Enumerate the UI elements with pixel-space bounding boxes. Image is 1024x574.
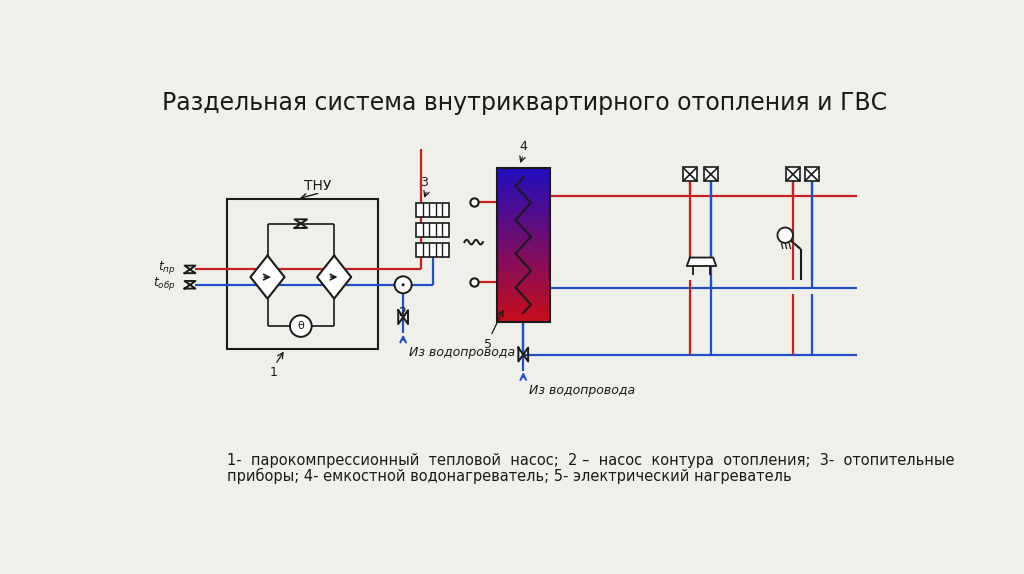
Text: 4: 4 — [519, 140, 527, 153]
Bar — [417, 243, 449, 257]
Bar — [497, 243, 550, 245]
Bar — [497, 230, 550, 232]
Bar — [497, 191, 550, 194]
Bar — [497, 219, 550, 222]
Bar — [497, 207, 550, 210]
Polygon shape — [251, 255, 285, 298]
Text: $t_{пр}$: $t_{пр}$ — [159, 259, 176, 276]
Text: Из водопровода: Из водопровода — [529, 384, 636, 397]
Bar — [786, 168, 800, 181]
Bar — [497, 266, 550, 268]
Text: ТНУ: ТНУ — [304, 179, 332, 193]
Bar — [497, 309, 550, 312]
Bar — [497, 238, 550, 240]
Bar — [805, 168, 818, 181]
Bar — [497, 179, 550, 181]
Bar — [497, 201, 550, 204]
Bar — [497, 210, 550, 212]
Text: Раздельная система внутриквартирного отопления и ГВС: Раздельная система внутриквартирного ото… — [162, 91, 888, 115]
Bar — [497, 253, 550, 255]
Bar — [497, 199, 550, 201]
Bar — [497, 250, 550, 253]
Bar — [497, 248, 550, 250]
Bar — [497, 315, 550, 317]
Bar — [497, 212, 550, 215]
Bar — [497, 278, 550, 281]
Text: 1: 1 — [269, 366, 278, 379]
Bar — [497, 171, 550, 173]
Bar — [497, 235, 550, 238]
Bar — [497, 181, 550, 184]
Circle shape — [777, 227, 793, 243]
Text: Из водопровода: Из водопровода — [410, 346, 515, 359]
Bar — [703, 168, 718, 181]
Bar — [497, 263, 550, 266]
Bar — [497, 286, 550, 289]
Text: $t_{обр}$: $t_{обр}$ — [154, 275, 176, 292]
Circle shape — [401, 283, 404, 286]
Bar — [497, 268, 550, 271]
Text: 3: 3 — [420, 176, 428, 189]
Text: 5: 5 — [483, 338, 492, 351]
Bar — [497, 302, 550, 304]
Bar — [497, 168, 550, 171]
Bar — [497, 204, 550, 207]
Bar — [497, 176, 550, 179]
Bar — [497, 196, 550, 199]
Bar — [497, 224, 550, 227]
Bar — [497, 168, 550, 322]
Bar — [497, 222, 550, 224]
Bar — [497, 284, 550, 286]
Bar — [417, 223, 449, 236]
Bar — [497, 186, 550, 189]
Bar — [497, 240, 550, 243]
Bar — [497, 294, 550, 297]
Bar — [497, 276, 550, 278]
Bar — [497, 307, 550, 309]
Bar — [497, 320, 550, 322]
Bar — [497, 217, 550, 219]
Text: приборы; 4- емкостной водонагреватель; 5- электрический нагреватель: приборы; 4- емкостной водонагреватель; 5… — [227, 468, 792, 484]
Bar — [497, 281, 550, 284]
Bar — [497, 189, 550, 191]
Bar — [497, 299, 550, 302]
Bar — [497, 215, 550, 217]
Text: 1-  парокомпрессионный  тепловой  насос;  2 –  насос  контура  отопления;  3-  о: 1- парокомпрессионный тепловой насос; 2 … — [227, 453, 954, 468]
Bar — [497, 255, 550, 258]
Circle shape — [290, 315, 311, 337]
Bar — [497, 273, 550, 276]
Bar — [497, 245, 550, 248]
Bar — [497, 317, 550, 320]
Bar — [497, 261, 550, 263]
Bar — [497, 312, 550, 315]
Bar — [417, 203, 449, 217]
Bar — [497, 173, 550, 176]
Text: 2: 2 — [397, 307, 406, 319]
Bar — [683, 168, 697, 181]
Circle shape — [394, 276, 412, 293]
Bar — [497, 292, 550, 294]
Bar — [497, 184, 550, 186]
Bar — [497, 258, 550, 261]
Polygon shape — [687, 258, 716, 266]
Bar — [497, 271, 550, 273]
Bar — [497, 227, 550, 230]
Bar — [227, 199, 378, 349]
Bar — [497, 297, 550, 299]
Bar — [497, 304, 550, 307]
Polygon shape — [317, 255, 351, 298]
Bar — [497, 194, 550, 196]
Bar — [497, 232, 550, 235]
Bar — [497, 289, 550, 292]
Text: θ: θ — [297, 321, 304, 331]
